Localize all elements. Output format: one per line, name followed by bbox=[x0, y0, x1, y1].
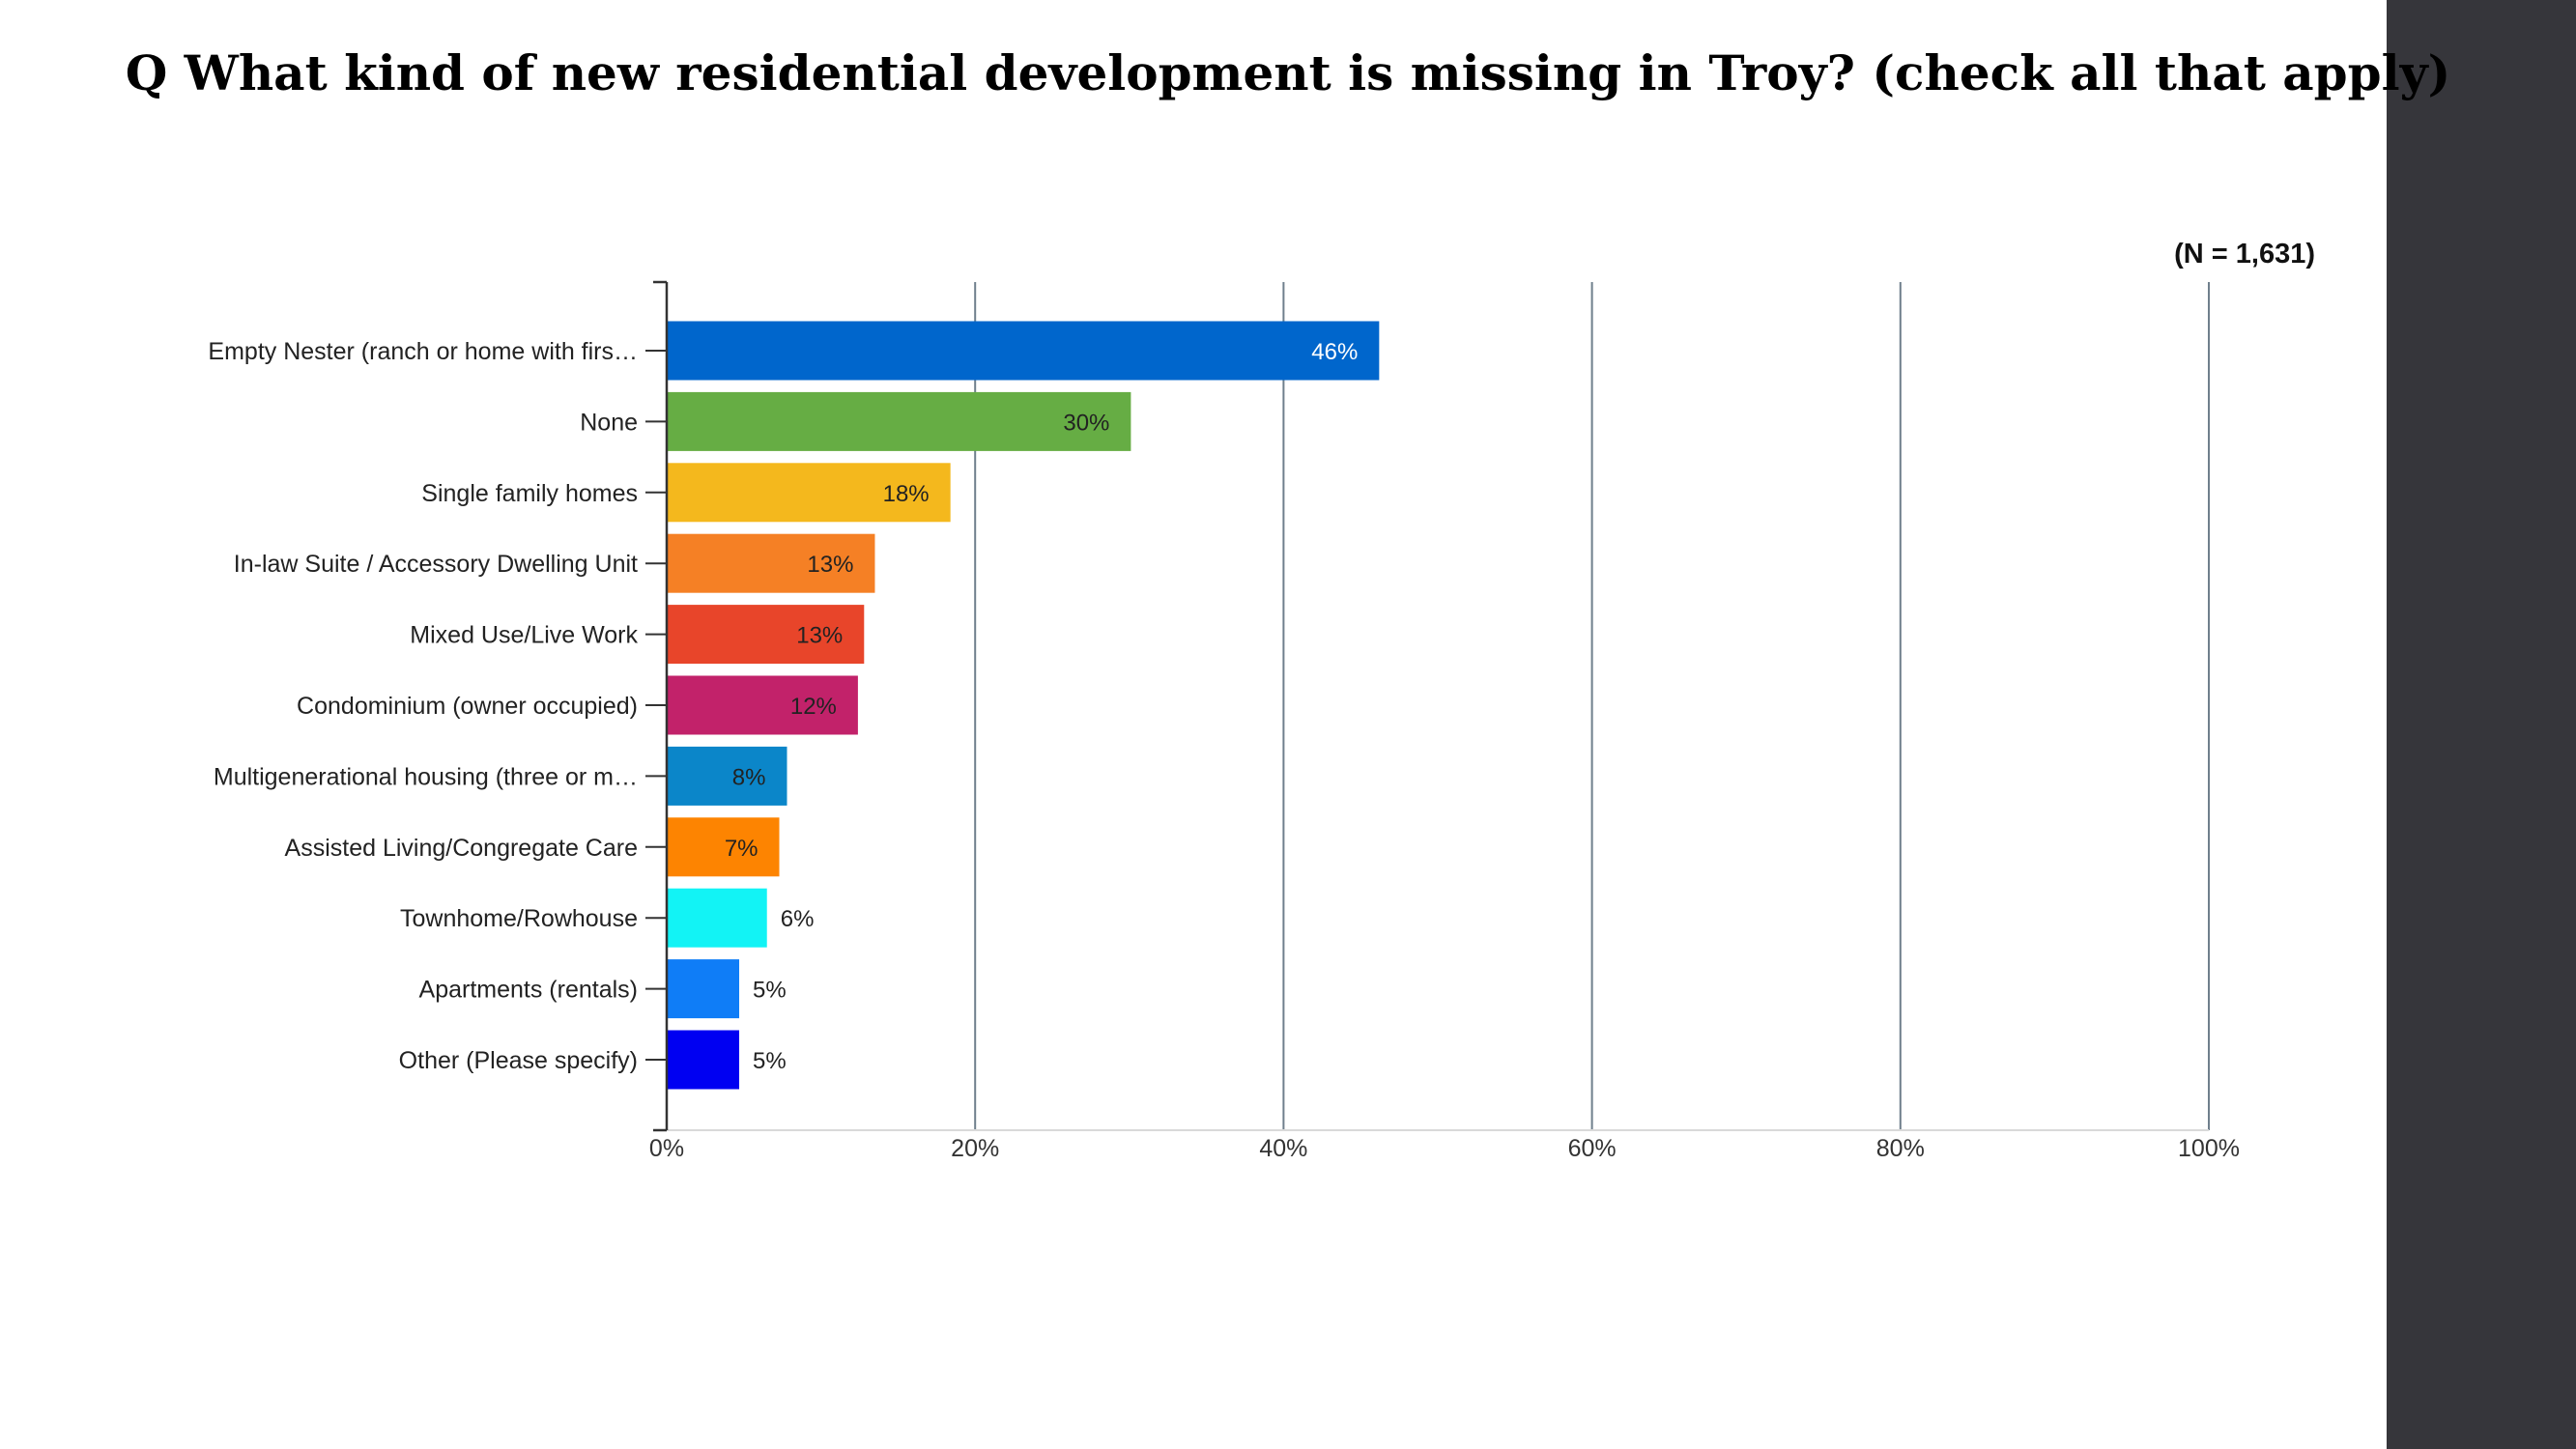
value-label: 8% bbox=[732, 764, 766, 790]
value-label: 18% bbox=[883, 481, 930, 507]
bar-chart: (N = 1,631) 0% 20% 40% 60% 80% 100% Empty Nest… bbox=[208, 239, 2315, 1162]
value-label: 7% bbox=[725, 836, 758, 862]
axes bbox=[645, 280, 2209, 1132]
category-label: Mixed Use/Live Work bbox=[410, 622, 638, 649]
x-tick-label: 40% bbox=[1259, 1135, 1307, 1162]
bar bbox=[667, 463, 951, 523]
bar bbox=[667, 391, 1131, 451]
x-tick-label: 100% bbox=[2178, 1135, 2240, 1162]
category-label: In-law Suite / Accessory Dwelling Unit bbox=[234, 551, 638, 578]
x-tick-label: 0% bbox=[649, 1135, 684, 1162]
labels: 0% 20% 40% 60% 80% 100% Empty Nester (ranch or… bbox=[208, 338, 2240, 1162]
bar bbox=[667, 888, 767, 948]
slide bbox=[0, 0, 2387, 1449]
category-label: Single family homes bbox=[421, 480, 638, 507]
category-label: Empty Nester (ranch or home with firs… bbox=[208, 338, 638, 365]
category-label: Other (Please specify) bbox=[399, 1047, 638, 1074]
dark-sidebar-strip bbox=[2387, 0, 2576, 1449]
category-label: Townhome/Rowhouse bbox=[400, 905, 638, 932]
category-label: Apartments (rentals) bbox=[419, 977, 638, 1004]
value-label: 46% bbox=[1311, 339, 1358, 365]
value-label: 13% bbox=[807, 552, 853, 578]
value-label: 30% bbox=[1063, 410, 1109, 436]
value-label: 12% bbox=[790, 694, 837, 720]
category-label: Assisted Living/Congregate Care bbox=[285, 835, 638, 862]
bar bbox=[667, 321, 1380, 381]
bar bbox=[667, 605, 865, 665]
bar bbox=[667, 959, 740, 1019]
x-tick-label: 60% bbox=[1568, 1135, 1617, 1162]
sample-size-label: (N = 1,631) bbox=[2174, 239, 2315, 270]
gridlines bbox=[974, 282, 2210, 1130]
bar bbox=[667, 1030, 740, 1090]
bar bbox=[667, 675, 858, 735]
category-label: Condominium (owner occupied) bbox=[297, 693, 638, 720]
bar bbox=[667, 533, 875, 593]
value-label: 5% bbox=[753, 978, 787, 1004]
category-label: Multigenerational housing (three or m… bbox=[214, 763, 638, 790]
bar bbox=[667, 746, 787, 806]
category-label: None bbox=[580, 409, 638, 436]
chart-title: Q What kind of new residential developme… bbox=[125, 44, 2451, 101]
x-tick-label: 20% bbox=[951, 1135, 999, 1162]
value-label: 6% bbox=[781, 906, 815, 932]
value-label: 13% bbox=[796, 623, 843, 649]
x-tick-label: 80% bbox=[1876, 1135, 1925, 1162]
value-label: 5% bbox=[753, 1048, 787, 1074]
bars bbox=[667, 321, 1380, 1090]
bar bbox=[667, 817, 780, 877]
